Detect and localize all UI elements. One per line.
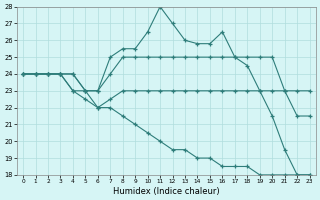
X-axis label: Humidex (Indice chaleur): Humidex (Indice chaleur) bbox=[113, 187, 220, 196]
